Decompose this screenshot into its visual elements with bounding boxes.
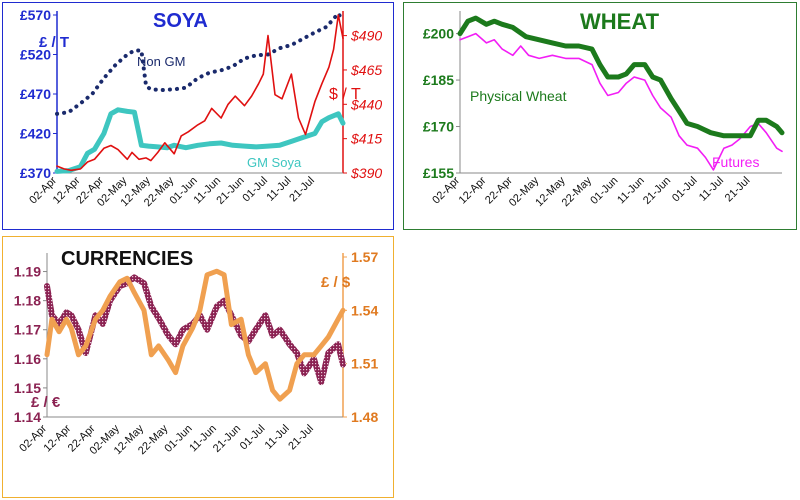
y-tick-label-right: 1.51	[351, 356, 378, 372]
series-line-0	[457, 15, 785, 139]
y-tick-label: £185	[423, 72, 454, 88]
x-tick-label: 21-Jun	[211, 423, 243, 455]
y-tick-label: 1.14	[14, 409, 41, 425]
series-line-1	[54, 107, 346, 174]
x-tick-label: 01-Jun	[588, 175, 620, 207]
y-tick-label-right: $490	[350, 28, 382, 44]
x-tick-label: 01-Jul	[238, 423, 268, 453]
x-tick-label: 21-Jul	[287, 175, 317, 205]
x-tick-label: 12-Apr	[457, 174, 489, 206]
soya-chart-panel: £570 £520 £470 £420 £370 $490 $465 $440 $415 $390…	[2, 2, 394, 230]
series-label-gm-soya: GM Soya	[247, 155, 302, 170]
series-line-1	[44, 268, 346, 402]
currencies-chart: 1.19 1.18 1.17 1.16 1.15 1.14 1.57 1.54 1.51 1.48…	[14, 248, 379, 457]
series-label-non-gm: Non GM	[137, 54, 185, 69]
right-axis-label: £ / $	[321, 274, 351, 291]
left-axis-label: £ / T	[39, 34, 69, 51]
x-tick-label: 01-Jul	[240, 175, 270, 205]
series-label-physical-wheat: Physical Wheat	[470, 88, 567, 104]
x-tick-label: 01-Jun	[162, 423, 194, 455]
right-axis-label: $ / T	[329, 86, 361, 103]
y-tick-label: 1.18	[14, 293, 41, 309]
y-tick-label-right: 1.54	[351, 302, 378, 318]
y-tick-label: £370	[20, 165, 51, 181]
wheat-chart: £200 £185 £170 £155 WHEAT Physical Wheat Futur…	[423, 9, 785, 209]
x-tick-label: 11-Jul	[264, 175, 293, 204]
y-tick-label-right: $415	[350, 131, 382, 147]
y-tick-label: 1.17	[14, 322, 41, 338]
y-tick-label-right: $465	[350, 62, 382, 78]
wheat-chart-panel: £200 £185 £170 £155 WHEAT Physical Wheat Futur…	[403, 2, 797, 230]
currencies-chart-panel: 1.19 1.18 1.17 1.16 1.15 1.14 1.57 1.54 1.51 1.48…	[2, 236, 394, 498]
x-tick-label: 21-Jun	[641, 175, 673, 207]
chart-title: SOYA	[153, 10, 208, 32]
y-tick-label: £155	[423, 165, 454, 181]
x-tick-label: 11-Jun	[615, 175, 647, 207]
series-line-0	[55, 11, 345, 116]
y-tick-label: 1.15	[14, 380, 41, 396]
x-tick-label: 11-Jul	[697, 175, 726, 204]
x-tick-label: 22-May	[560, 174, 595, 209]
y-tick-label: £520	[20, 47, 51, 63]
y-tick-label-right: 1.57	[351, 249, 378, 265]
x-tick-label: 01-Jul	[670, 175, 700, 205]
y-tick-label-right: $440	[350, 96, 382, 112]
y-tick-label-right: $390	[350, 165, 382, 181]
x-tick-label: 11-Jul	[263, 423, 292, 452]
y-tick-label: £420	[20, 126, 51, 142]
chart-title: CURRENCIES	[61, 248, 193, 270]
series-label-futures: Futures	[712, 154, 759, 170]
x-tick-label: 21-Jul	[723, 175, 753, 205]
y-tick-label: 1.19	[14, 264, 41, 280]
y-tick-label: £170	[423, 119, 454, 135]
y-tick-label: £570	[20, 7, 51, 23]
y-tick-label: £470	[20, 86, 51, 102]
series-line-1	[459, 32, 783, 171]
y-tick-label: £200	[423, 26, 454, 42]
x-tick-label: 21-Jul	[286, 423, 316, 453]
series-line-2	[56, 14, 344, 172]
y-tick-label: 1.16	[14, 351, 41, 367]
soya-chart: £570 £520 £470 £420 £370 $490 $465 $440 $415 $390…	[20, 7, 383, 209]
chart-title: WHEAT	[580, 9, 660, 34]
left-axis-label: £ / €	[31, 394, 61, 411]
y-tick-label-right: 1.48	[351, 409, 378, 425]
